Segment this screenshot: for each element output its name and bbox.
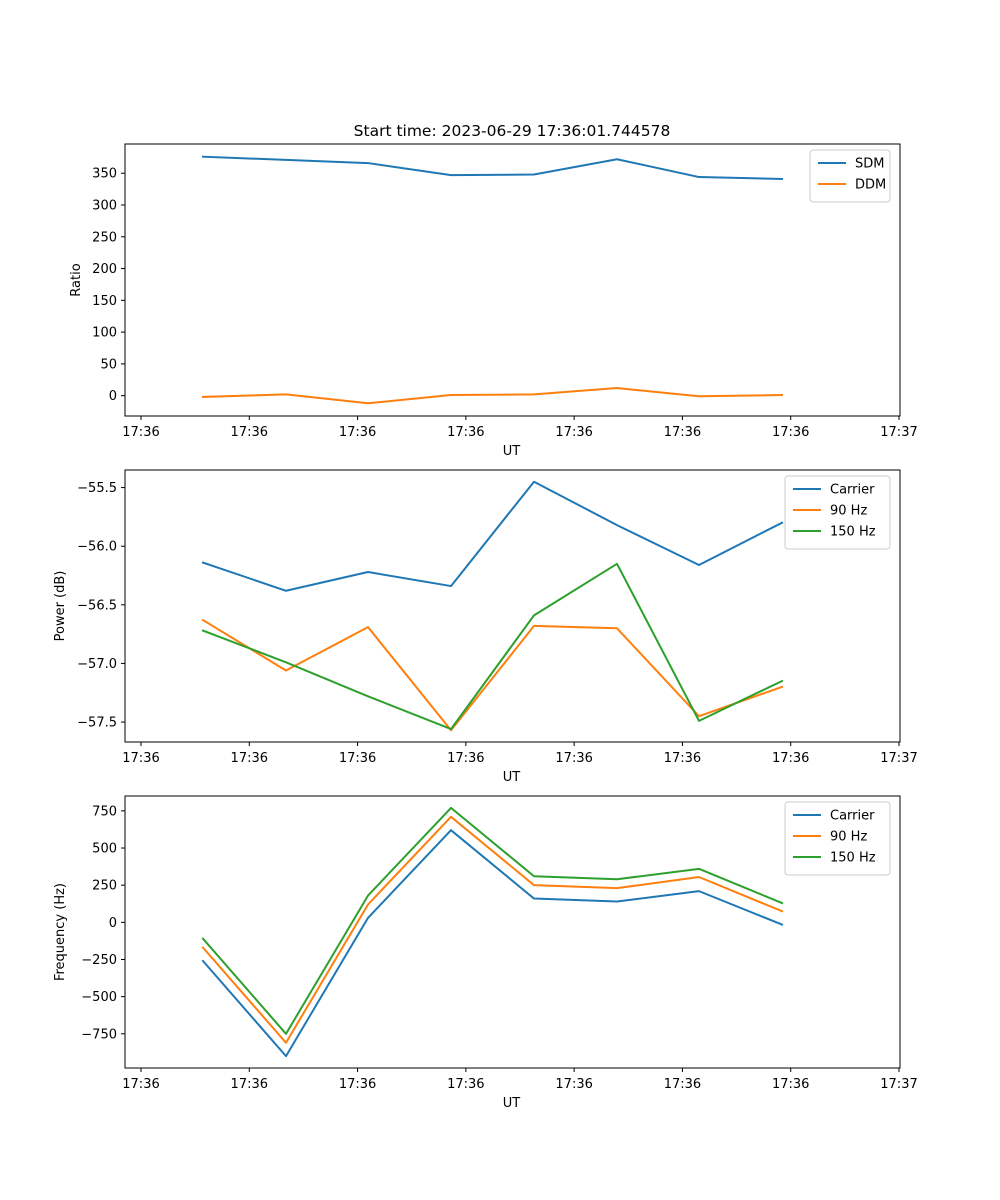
y-tick-label: 50 [100,357,117,372]
x-tick-label: 17:36 [339,1077,376,1092]
series-line-150-hz [201,806,784,1035]
y-tick-label: −750 [81,1027,117,1042]
x-tick-label: 17:36 [447,1077,484,1092]
series-line-90-hz [201,618,784,732]
x-tick-label: 17:37 [880,751,917,766]
series-line-90-hz [201,815,784,1044]
y-tick-label: 0 [109,389,117,404]
x-tick-label: 17:36 [122,751,159,766]
x-tick-label: 17:36 [447,425,484,440]
y-tick-label: 300 [92,199,117,214]
x-tick-label: 17:36 [555,425,592,440]
y-tick-label: 150 [92,294,117,309]
y-tick-label: −500 [81,990,117,1005]
y-axis-label: Power (dB) [53,571,68,642]
y-tick-label: −56.5 [77,598,117,613]
legend-label: Carrier [830,483,875,498]
legend: SDM DDM [809,149,891,203]
series-line-carrier [201,829,784,1058]
y-tick-label: −56.0 [77,540,117,555]
chart-panel-2: 17:36 17:36 17:36 17:36 17:36 17:36 17:36 17:37… [53,469,918,785]
x-tick-label: 17:36 [447,751,484,766]
legend-label: 150 Hz [830,851,876,866]
chart-panel-3: 17:36 17:36 17:36 17:36 17:36 17:36 17:36 17:37… [53,795,918,1111]
x-tick-label: 17:36 [339,751,376,766]
y-tick-label: 0 [109,916,117,931]
y-axis-label: Ratio [69,263,84,296]
x-axis-label: UT [503,444,521,459]
y-axis-label: Frequency (Hz) [53,883,68,981]
y-tick-label: −57.0 [77,657,117,672]
x-tick-label: 17:36 [664,425,701,440]
series-line-sdm [201,155,784,180]
y-tick-label: 500 [92,842,117,857]
x-tick-label: 17:36 [555,751,592,766]
x-tick-label: 17:36 [555,1077,592,1092]
x-tick-label: 17:36 [772,1077,809,1092]
legend-label: 90 Hz [830,830,867,845]
series-line-150-hz [201,562,784,731]
y-tick-label: 750 [92,804,117,819]
y-tick-label: −55.5 [77,481,117,496]
x-tick-label: 17:36 [231,425,268,440]
legend-label: Carrier [830,809,875,824]
x-tick-label: 17:36 [122,1077,159,1092]
y-tick-label: −57.5 [77,716,117,731]
figure-title: Start time: 2023-06-29 17:36:01.744578 [354,122,671,140]
x-tick-label: 17:36 [664,1077,701,1092]
x-tick-label: 17:36 [122,425,159,440]
legend-label: DDM [855,178,886,193]
x-tick-label: 17:36 [231,1077,268,1092]
series-line-ddm [201,387,784,405]
chart-panel-1: 17:36 17:36 17:36 17:36 17:36 17:36 17:36 17:37… [69,143,918,459]
x-tick-label: 17:37 [880,425,917,440]
y-tick-label: 200 [92,262,117,277]
x-tick-label: 17:36 [772,751,809,766]
x-axis-label: UT [503,1096,521,1111]
legend: Carrier 90 Hz 150 Hz [784,801,891,876]
axes-frame [124,795,901,1069]
legend-label: 90 Hz [830,504,867,519]
x-tick-label: 17:36 [231,751,268,766]
legend: Carrier 90 Hz 150 Hz [784,475,891,550]
y-tick-label: 250 [92,230,117,245]
x-tick-label: 17:36 [339,425,376,440]
y-tick-label: −250 [81,953,117,968]
x-tick-label: 17:37 [880,1077,917,1092]
legend-label: SDM [855,157,884,172]
y-tick-label: 250 [92,879,117,894]
x-tick-label: 17:36 [772,425,809,440]
chart-panels: 17:36 17:36 17:36 17:36 17:36 17:36 17:36 17:37… [53,143,918,1111]
y-tick-label: 100 [92,326,117,341]
axes-frame [124,143,901,417]
x-axis-label: UT [503,770,521,785]
axes-frame [124,469,901,743]
legend-label: 150 Hz [830,525,876,540]
series-line-carrier [201,480,784,592]
x-tick-label: 17:36 [664,751,701,766]
y-tick-label: 350 [92,167,117,182]
